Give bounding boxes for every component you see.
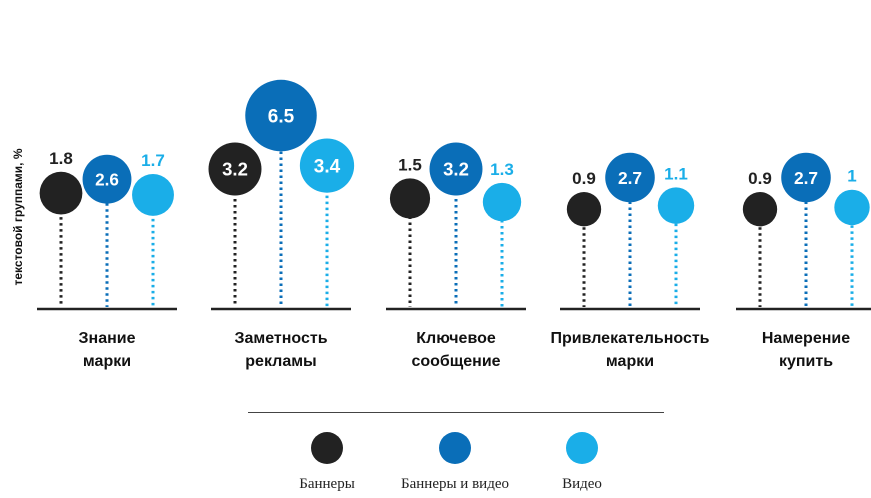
value-label-s0-g4: 0.9	[748, 169, 772, 188]
legend-label-2: Видео	[562, 476, 602, 492]
legend-item-2: Видео	[492, 432, 672, 493]
point-s2-g2	[482, 182, 522, 222]
legend-item-1: Баннеры и видео	[365, 432, 545, 493]
category-label-0-line-0: Знание	[78, 330, 136, 347]
value-label-s0-g2: 1.5	[398, 155, 422, 174]
legend-item-0: Баннеры	[237, 432, 417, 493]
category-label-4: Намерение купить	[706, 327, 871, 373]
value-label-s0-g0: 1.8	[49, 149, 73, 168]
point-s1-g2	[429, 142, 483, 196]
value-label-s1-g4: 2.7	[794, 168, 818, 188]
value-label-s1-g3: 2.7	[618, 168, 642, 188]
category-label-2-line-1: сообщение	[411, 353, 501, 370]
category-label-1: Заметность рекламы	[181, 327, 381, 373]
value-label-s2-g0: 1.7	[141, 151, 165, 170]
legend-marker-1	[439, 432, 471, 464]
category-label-2: Ключевое сообщение	[356, 327, 556, 373]
point-s1-g0	[82, 154, 132, 204]
value-label-s1-g1: 6.5	[268, 106, 295, 127]
point-s1-g4	[781, 152, 831, 203]
value-label-s0-g1: 3.2	[222, 159, 248, 180]
legend-label-0: Баннеры	[299, 476, 355, 492]
point-s0-g1	[208, 142, 262, 196]
category-label-0-line-1: марки	[82, 353, 132, 370]
point-s0-g3	[566, 192, 602, 227]
legend-divider	[248, 412, 664, 413]
legend-marker-2	[566, 432, 598, 464]
point-s0-g4	[742, 192, 778, 227]
point-s2-g0	[132, 173, 174, 216]
category-label-3-line-1: марки	[605, 353, 655, 370]
value-label-s0-g3: 0.9	[572, 169, 596, 188]
value-label-s1-g2: 3.2	[443, 159, 469, 180]
point-s2-g4	[834, 189, 870, 226]
category-label-3: Привлекательность марки	[530, 327, 730, 373]
point-s2-g1	[299, 138, 355, 193]
value-label-s2-g1: 3.4	[314, 156, 341, 177]
category-label-4-line-1: купить	[778, 353, 834, 370]
category-label-2-line-0: Ключевое	[416, 330, 496, 347]
y-axis-label: текстовой группами, %	[11, 148, 25, 286]
category-label-1-line-1: рекламы	[245, 353, 317, 370]
value-label-s1-g0: 2.6	[95, 170, 119, 189]
point-s0-g0	[39, 171, 83, 215]
point-s2-g3	[657, 187, 695, 224]
category-label-3-line-0: Привлекательность	[550, 330, 710, 347]
point-s1-g3	[605, 152, 655, 203]
value-label-s2-g3: 1.1	[664, 164, 688, 183]
category-label-0: Знание марки	[7, 327, 207, 373]
category-label-1-line-0: Заметность	[234, 330, 328, 347]
point-s0-g2	[389, 178, 431, 219]
legend-marker-0	[311, 432, 343, 464]
category-label-4-line-0: Намерение	[761, 330, 851, 347]
point-s1-g1	[245, 79, 317, 152]
legend-label-1: Баннеры и видео	[401, 476, 509, 492]
value-label-s2-g4: 1	[847, 167, 856, 186]
value-label-s2-g2: 1.3	[490, 160, 514, 179]
